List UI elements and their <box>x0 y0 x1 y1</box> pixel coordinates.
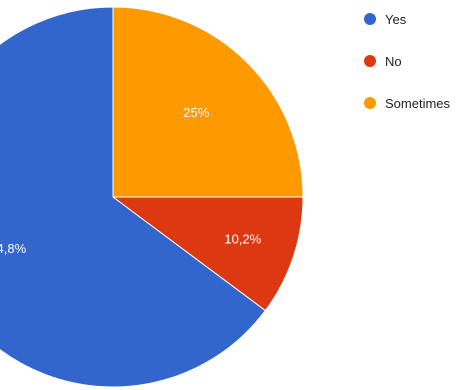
legend-swatch-sometimes <box>364 97 376 109</box>
pie-slice-yes[interactable] <box>0 6 267 388</box>
legend-swatch-no <box>364 55 376 67</box>
legend: Yes No Sometimes <box>364 8 450 134</box>
pie-slice-no[interactable] <box>111 196 304 312</box>
slice-label-sometimes: 25% <box>183 105 209 120</box>
slice-label-no: 10,2% <box>224 232 261 247</box>
legend-label-yes: Yes <box>385 11 407 27</box>
legend-swatch-yes <box>364 13 376 25</box>
legend-item-no[interactable]: No <box>364 50 450 72</box>
legend-item-sometimes[interactable]: Sometimes <box>364 92 450 114</box>
legend-item-yes[interactable]: Yes <box>364 8 450 30</box>
legend-label-sometimes: Sometimes <box>385 95 451 111</box>
pie-slice-sometimes[interactable] <box>112 6 304 198</box>
slice-label-yes: 64,8% <box>0 241 27 256</box>
legend-label-no: No <box>385 53 402 69</box>
